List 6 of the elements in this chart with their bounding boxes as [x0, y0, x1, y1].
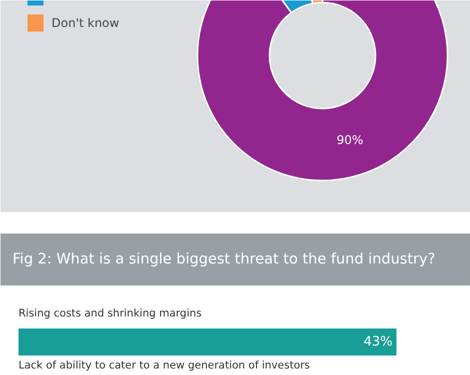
- legend-label: Don't know: [52, 16, 120, 30]
- data-label: 90%: [336, 133, 364, 148]
- data-label: 43%: [364, 334, 392, 350]
- y-tick-label: Rising costs and shrinking margins: [18, 308, 202, 320]
- chart-title: Fig 2: What is a single biggest threat to the fund industry?: [12, 252, 436, 268]
- y-tick-label: Lack of ability to cater to a new generation of investors: [18, 360, 310, 372]
